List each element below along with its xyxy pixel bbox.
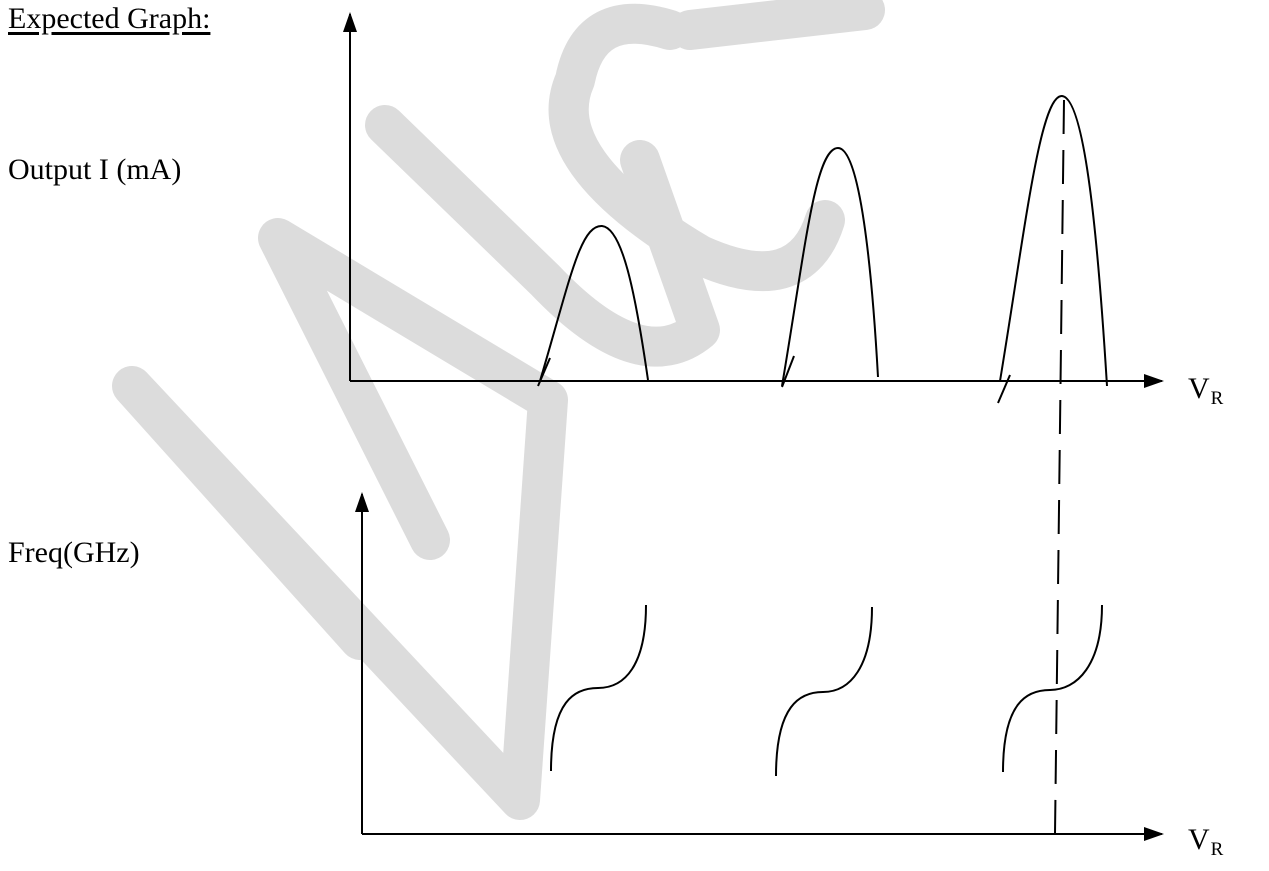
watermark-letter-m xyxy=(112,218,568,820)
top-x-axis-label-sub: R xyxy=(1210,388,1224,409)
bottom-curve-1 xyxy=(550,604,647,772)
bottom-graph xyxy=(355,492,1164,841)
top-curve-2 xyxy=(781,146,879,387)
top-curve-3 xyxy=(999,94,1108,387)
top-curve-1 xyxy=(539,224,649,382)
watermark-letter-j xyxy=(365,105,720,367)
top-graph xyxy=(343,12,1164,404)
bottom-x-axis-label-main: V xyxy=(1188,823,1210,856)
watermark xyxy=(112,0,885,820)
bottom-x-axis-label: VR xyxy=(1188,823,1224,860)
top-y-axis-label: Output I (mA) xyxy=(8,153,182,186)
watermark-letter-c xyxy=(548,3,845,292)
top-x-axis-label-main: V xyxy=(1188,372,1210,405)
top-curve-3-tick xyxy=(997,374,1011,404)
bottom-x-axis-label-sub: R xyxy=(1210,839,1224,860)
heading-expected-graph: Expected Graph: xyxy=(8,2,211,35)
bottom-curve-3 xyxy=(1002,604,1103,773)
dashed-reference-line xyxy=(1054,99,1065,835)
bottom-y-axis-label: Freq(GHz) xyxy=(8,536,140,569)
top-curve-2-tick xyxy=(781,355,795,388)
top-x-axis-label: VR xyxy=(1188,372,1224,409)
watermark-letter-e xyxy=(670,0,885,50)
bottom-curve-2 xyxy=(775,606,873,777)
top-curve-1-tick xyxy=(537,357,551,387)
